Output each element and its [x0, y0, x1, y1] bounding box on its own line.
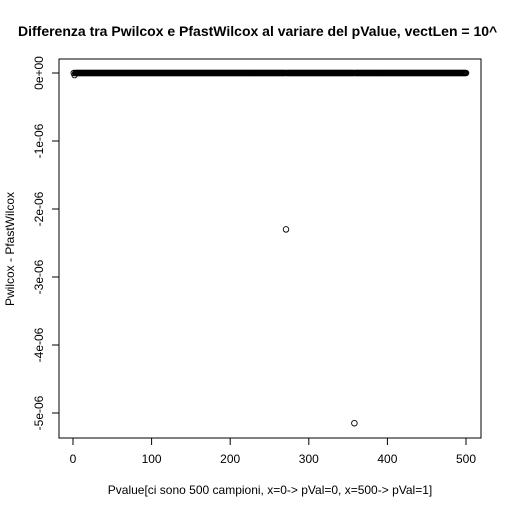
y-tick-label: 0e+00: [32, 56, 46, 90]
plot-area-border: [58, 58, 482, 439]
y-tick-label: -5e-06: [32, 395, 46, 430]
y-tick-label: -1e-06: [32, 123, 46, 158]
outlier-point: [282, 226, 290, 233]
outlier-point: [71, 71, 78, 79]
x-tick-label: 500: [456, 452, 476, 466]
x-tick-label: 200: [220, 452, 240, 466]
y-axis: 0e+00 -1e-06 -2e-06 -3e-06 -4e-06 -5e-06: [32, 56, 60, 430]
data-points: [70, 69, 470, 427]
y-tick-label: -2e-06: [32, 191, 46, 226]
x-tick-label: 100: [142, 452, 162, 466]
outlier-point: [351, 419, 358, 427]
y-tick-label: -3e-06: [32, 259, 46, 294]
x-tick-label: 400: [377, 452, 397, 466]
data-point: [462, 69, 470, 77]
x-tick-label: 0: [70, 452, 77, 466]
chart-title: Differenza tra Pwilcox e PfastWilcox al …: [18, 23, 497, 39]
x-tick-label: 300: [299, 452, 319, 466]
y-axis-label: Pwilcox - PfastWilcox: [3, 192, 17, 306]
x-axis: 0 100 200 300 400 500: [70, 437, 476, 466]
x-axis-label: Pvalue[ci sono 500 campioni, x=0-> pVal=…: [108, 483, 432, 497]
y-tick-label: -4e-06: [32, 327, 46, 362]
